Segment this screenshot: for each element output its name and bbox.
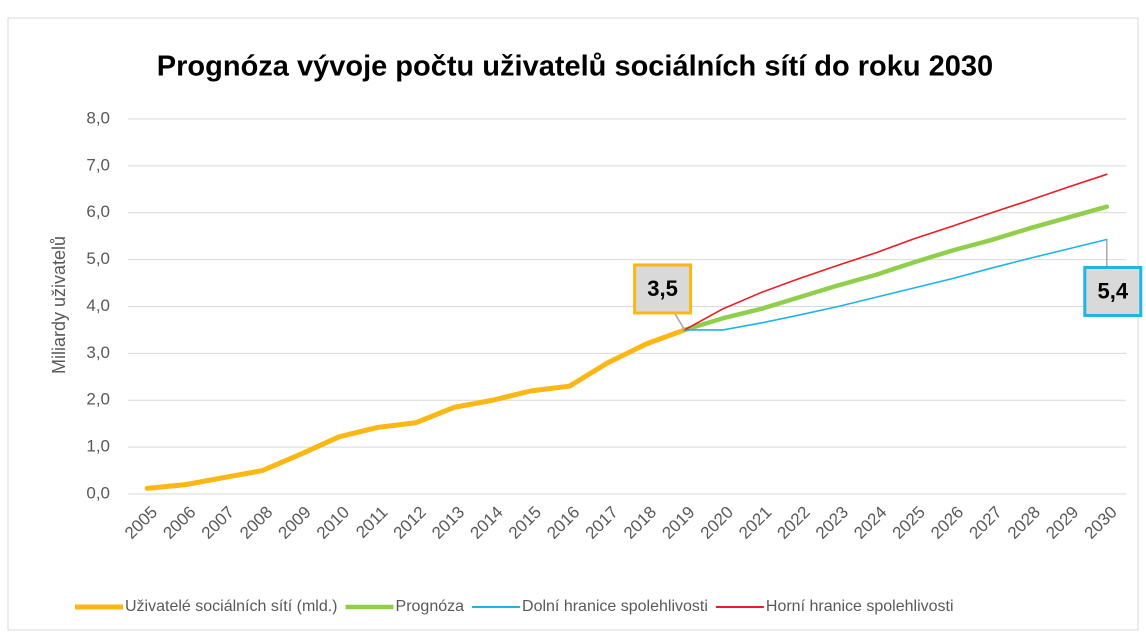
legend-label: Uživatelé sociálních sítí (mld.) (125, 598, 338, 615)
y-axis-label: Miliardy uživatelů (49, 236, 69, 374)
data-label: 3,5 (647, 276, 678, 301)
y-tick-label: 4,0 (86, 296, 110, 315)
callout-leader (673, 312, 686, 331)
callout-box (1083, 265, 1143, 317)
chart-border (7, 17, 1139, 631)
series-line (683, 173, 1108, 331)
legend-label: Dolní hranice spolehlivosti (522, 598, 708, 615)
callout-box (633, 263, 693, 315)
y-tick-label: 0,0 (86, 483, 110, 502)
series-line (682, 204, 1110, 333)
y-tick-label: 2,0 (86, 390, 110, 409)
y-tick-label: 8,0 (86, 108, 110, 127)
legend-label: Horní hranice spolehlivosti (766, 598, 954, 615)
data-label: 5,4 (1098, 278, 1129, 303)
legend-label: Prognóza (396, 598, 465, 615)
y-tick-label: 3,0 (86, 343, 110, 362)
y-tick-label: 1,0 (86, 437, 110, 456)
series-line (144, 327, 688, 491)
y-tick-label: 5,0 (86, 249, 110, 268)
chart-title: Prognóza vývoje počtu uživatelů sociální… (157, 51, 993, 83)
y-tick-label: 7,0 (86, 155, 110, 174)
series-line (683, 238, 1108, 331)
y-tick-label: 6,0 (86, 202, 110, 221)
